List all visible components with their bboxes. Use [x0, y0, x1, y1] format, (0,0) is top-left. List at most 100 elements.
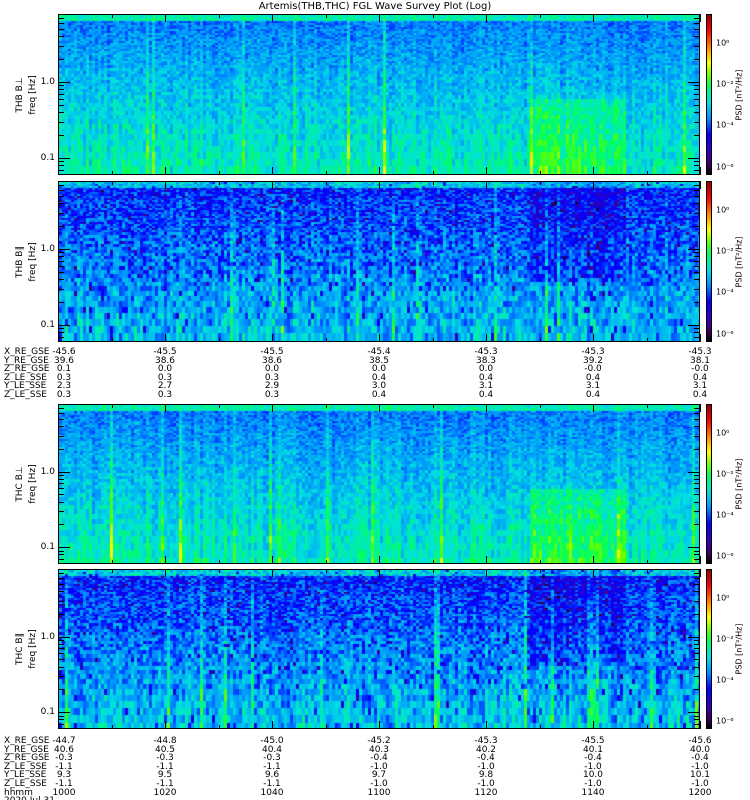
y-tick-mark — [58, 135, 64, 137]
ephemeris-table: X_RE_GSE -44.7 -44.8 -45.0 -45.2 -45.3 -45.5 -4… — [0, 737, 750, 800]
ephemeris-value: 0.3 — [157, 372, 173, 383]
panel-label: THC B∥ — [15, 632, 25, 666]
ephemeris-value: 1000 — [52, 787, 76, 798]
ephemeris-value: -1.0 — [370, 761, 388, 772]
x-tick-mark — [539, 14, 541, 18]
spectrogram-panel — [58, 14, 700, 175]
ephemeris-value: -0.4 — [691, 753, 709, 764]
colorbar-tick-label: 10⁻⁶ — [716, 162, 734, 172]
y-tick-mark — [58, 475, 64, 477]
x-tick-mark — [218, 404, 220, 408]
y-tick-mark — [694, 112, 700, 114]
ephemeris-label: X_RE_GSE — [4, 347, 50, 357]
y-tick-mark — [58, 483, 64, 485]
y-tick-mark — [58, 260, 64, 262]
y-tick-mark — [694, 412, 700, 414]
x-tick-mark — [325, 171, 327, 175]
y-tick-mark — [694, 483, 700, 485]
ephemeris-value: 39.6 — [53, 355, 75, 366]
y-tick-mark — [694, 583, 700, 585]
ephemeris-row: 2020 Jul 31 — [0, 797, 750, 800]
y-tick-mark — [694, 195, 700, 197]
ephemeris-value: -44.8 — [153, 736, 177, 746]
spectrogram-heatmap — [59, 182, 699, 341]
y-tick-mark — [694, 260, 700, 262]
y-tick-mark — [688, 82, 700, 83]
y-tick-mark — [58, 22, 64, 24]
y-tick-mark — [694, 85, 700, 87]
x-tick-mark — [646, 14, 648, 18]
spectrogram-panel — [58, 569, 700, 729]
y-tick-mark — [694, 22, 700, 24]
x-tick-mark — [165, 181, 166, 189]
y-tick-mark — [58, 203, 64, 205]
y-tick-mark — [694, 189, 700, 191]
y-tick-mark — [694, 613, 700, 615]
ephemeris-value: 0.4 — [478, 389, 494, 400]
x-tick-mark — [379, 334, 380, 342]
ephemeris-value: 2.7 — [157, 381, 173, 392]
y-tick-mark — [58, 653, 64, 655]
y-tick-mark — [58, 165, 64, 167]
ephemeris-value: -45.3 — [474, 736, 498, 746]
ephemeris-table: X_RE_GSE -45.6 -45.5 -45.5 -45.4 -45.3 -45.3 -4… — [0, 348, 750, 400]
ephemeris-value: 38.6 — [261, 355, 283, 366]
y-tick-mark — [58, 719, 64, 721]
panel-label: THC B⊥ — [15, 466, 25, 502]
y-tick-label: 0.1 — [40, 542, 55, 553]
x-tick-mark — [165, 14, 166, 22]
ephemeris-value: 1100 — [367, 787, 391, 798]
ephemeris-label: Z_RE_GSE — [4, 753, 50, 764]
x-tick-mark — [218, 338, 220, 342]
y-tick-mark — [694, 93, 700, 95]
ephemeris-value: 38.1 — [689, 355, 711, 366]
spectrogram-panel — [58, 404, 700, 564]
y-tick-mark — [58, 471, 70, 473]
y-tick-label: 1.0 — [40, 77, 55, 87]
y-tick-mark — [58, 723, 64, 725]
ephemeris-row: hhmm 1000 1020 1040 1100 1120 1140 1200 — [0, 787, 750, 798]
ephemeris-value: -45.2 — [367, 736, 391, 746]
x-tick-mark — [111, 171, 113, 175]
y-tick-mark — [58, 524, 64, 526]
colorbar-tick-label: 10⁻² — [716, 469, 734, 479]
y-tick-mark — [694, 572, 700, 574]
y-tick-mark — [694, 659, 700, 661]
y-tick-mark — [58, 666, 64, 668]
ephemeris-value: 9.5 — [157, 770, 173, 781]
x-tick-mark — [218, 171, 220, 175]
x-tick-mark — [646, 404, 648, 408]
y-tick-mark — [58, 478, 64, 480]
x-tick-mark — [486, 404, 487, 412]
ephemeris-value: -1.1 — [263, 778, 281, 789]
y-tick-mark — [58, 265, 64, 267]
ephemeris-value: 3.1 — [478, 381, 494, 392]
colorbar — [706, 14, 712, 175]
x-tick-mark — [272, 556, 273, 564]
ephemeris-value: 40.0 — [689, 744, 711, 755]
x-tick-mark — [539, 725, 541, 729]
y-axis-label: freq [Hz] — [28, 464, 38, 504]
y-tick-mark — [694, 666, 700, 668]
y-tick-mark — [694, 511, 700, 513]
x-tick-mark — [165, 334, 166, 342]
y-tick-mark — [58, 121, 64, 123]
y-axis-label: freq [Hz] — [28, 241, 38, 282]
x-tick-mark — [58, 14, 59, 22]
y-tick-mark — [58, 325, 70, 326]
y-tick-mark — [694, 689, 700, 691]
ephemeris-label: Y_RE_GSE — [4, 355, 49, 366]
y-tick-mark — [58, 249, 70, 250]
y-tick-mark — [694, 256, 700, 258]
y-tick-mark — [694, 226, 700, 228]
ephemeris-value: 10.1 — [689, 770, 711, 781]
x-tick-mark — [700, 167, 701, 175]
x-tick-mark — [58, 404, 59, 412]
ephemeris-value: 2.3 — [56, 381, 72, 392]
y-tick-mark — [694, 271, 700, 273]
colorbar-tick-label: 10⁻⁴ — [716, 120, 734, 130]
colorbar-tick-label: 10⁰ — [716, 593, 730, 603]
ephemeris-value: 1040 — [260, 787, 284, 798]
ephemeris-value: 10.0 — [582, 770, 604, 781]
ephemeris-row: Y_LE_SSE 9.3 9.5 9.6 9.7 9.8 10.0 10.1 — [0, 771, 750, 780]
